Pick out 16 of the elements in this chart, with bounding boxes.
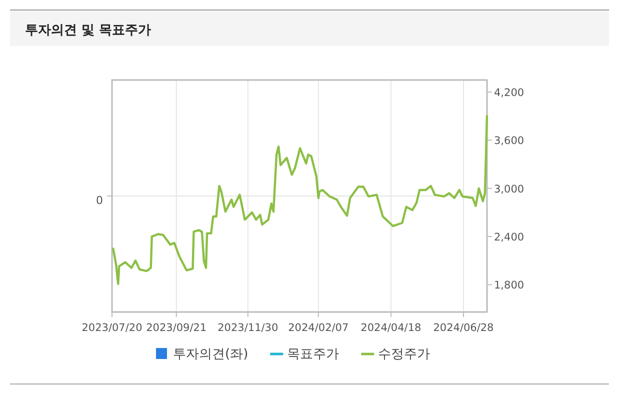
chart-title: 투자의견 및 목표주가 — [25, 23, 152, 38]
x-tick-label: 2024/02/07 — [288, 322, 349, 334]
x-tick-label: 2023/11/30 — [218, 322, 278, 334]
text: 0 — [96, 194, 103, 207]
legend-label: 목표주가 — [287, 347, 340, 362]
x-tick-label: 2023/07/20 — [82, 322, 142, 334]
y2-tick-label: 3,600 — [494, 135, 524, 148]
y2-tick-label: 3,000 — [494, 183, 524, 196]
y2-tick-label: 1,800 — [494, 280, 524, 292]
y2-tick-label: 4,200 — [494, 87, 524, 100]
x-tick-label: 2024/06/28 — [433, 322, 494, 334]
legend-label: 수정주가 — [378, 347, 430, 362]
x-tick-label: 2024/04/18 — [360, 322, 422, 334]
legend-label: 투자의견(좌) — [173, 347, 248, 362]
y2-tick-label: 2,400 — [494, 232, 524, 244]
x-tick-label: 2023/09/21 — [146, 322, 207, 334]
